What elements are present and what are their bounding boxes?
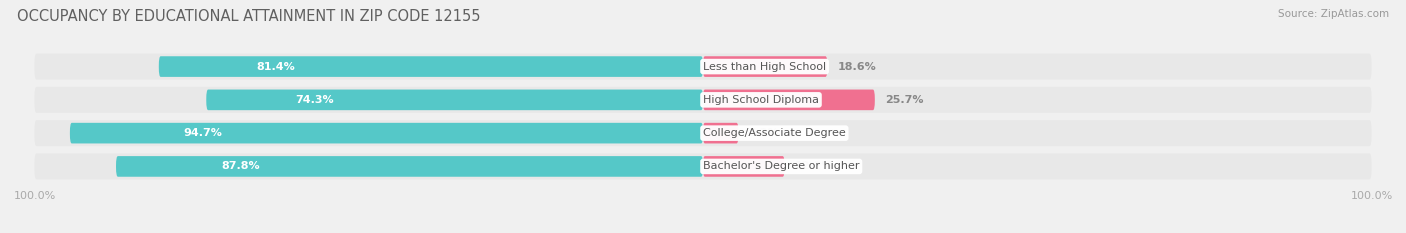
FancyBboxPatch shape — [703, 156, 785, 177]
Text: 12.2%: 12.2% — [794, 161, 834, 171]
FancyBboxPatch shape — [703, 56, 827, 77]
Text: Less than High School: Less than High School — [703, 62, 827, 72]
FancyBboxPatch shape — [703, 123, 738, 144]
FancyBboxPatch shape — [207, 89, 703, 110]
Text: College/Associate Degree: College/Associate Degree — [703, 128, 846, 138]
FancyBboxPatch shape — [70, 123, 703, 144]
Text: High School Diploma: High School Diploma — [703, 95, 820, 105]
FancyBboxPatch shape — [117, 156, 703, 177]
Text: 74.3%: 74.3% — [295, 95, 335, 105]
FancyBboxPatch shape — [35, 120, 1371, 146]
Text: 25.7%: 25.7% — [884, 95, 924, 105]
FancyBboxPatch shape — [35, 154, 1371, 179]
FancyBboxPatch shape — [35, 54, 1371, 79]
Text: Bachelor's Degree or higher: Bachelor's Degree or higher — [703, 161, 859, 171]
Text: 18.6%: 18.6% — [838, 62, 876, 72]
Text: Source: ZipAtlas.com: Source: ZipAtlas.com — [1278, 9, 1389, 19]
Text: 94.7%: 94.7% — [184, 128, 222, 138]
FancyBboxPatch shape — [159, 56, 703, 77]
Text: 81.4%: 81.4% — [257, 62, 295, 72]
Text: 5.3%: 5.3% — [748, 128, 779, 138]
FancyBboxPatch shape — [703, 89, 875, 110]
FancyBboxPatch shape — [35, 87, 1371, 113]
Text: 87.8%: 87.8% — [222, 161, 260, 171]
Text: OCCUPANCY BY EDUCATIONAL ATTAINMENT IN ZIP CODE 12155: OCCUPANCY BY EDUCATIONAL ATTAINMENT IN Z… — [17, 9, 481, 24]
